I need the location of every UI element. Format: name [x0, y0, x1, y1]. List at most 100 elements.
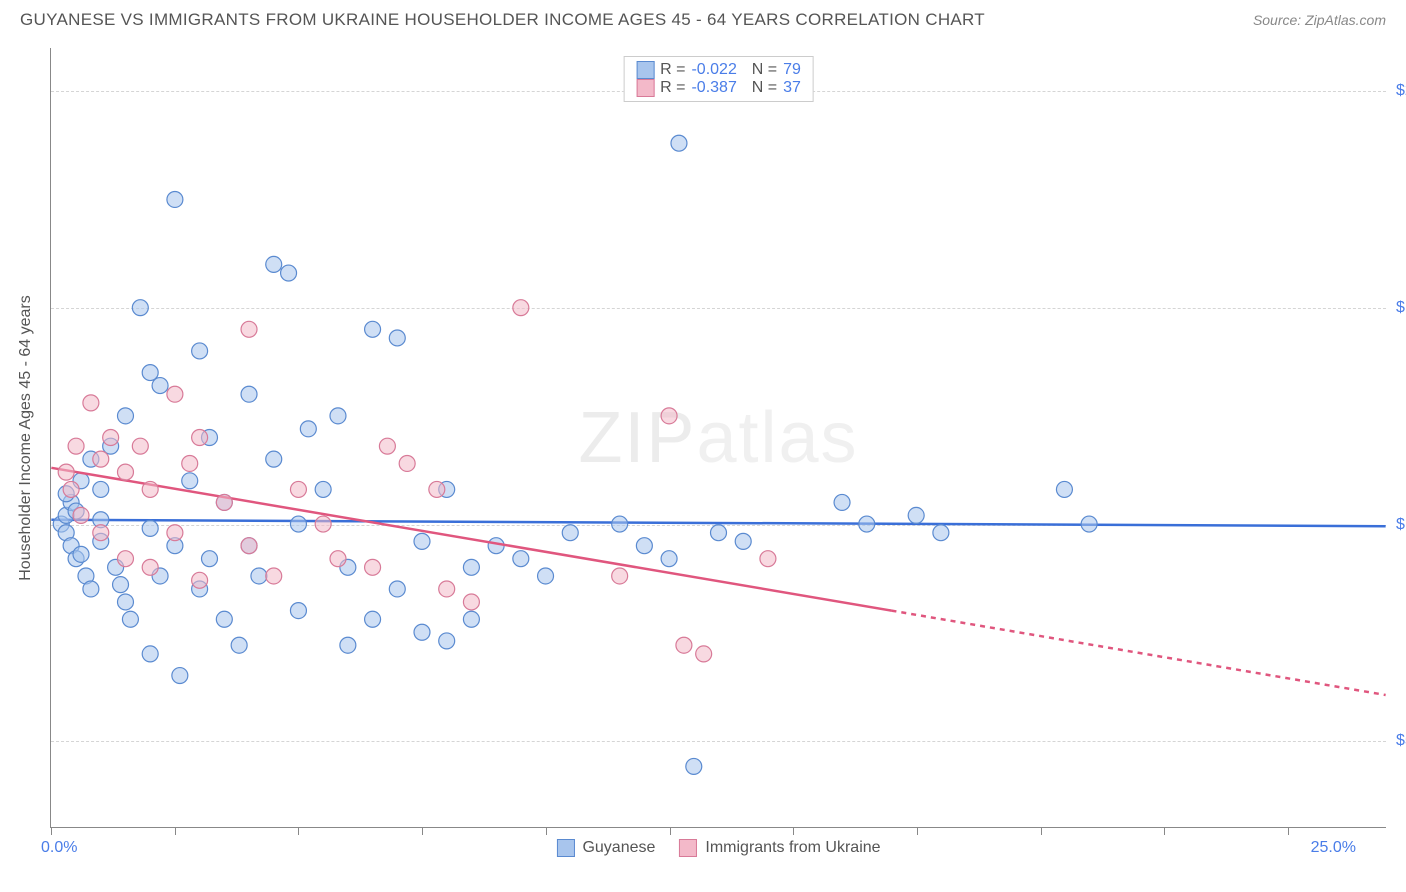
scatter-point [103, 430, 119, 446]
scatter-point [429, 481, 445, 497]
scatter-point [562, 525, 578, 541]
scatter-point [1056, 481, 1072, 497]
legend-series-label: Guyanese [582, 839, 655, 857]
xaxis-label-left: 0.0% [41, 839, 77, 857]
scatter-point [414, 533, 430, 549]
scatter-point [216, 611, 232, 627]
scatter-plot-svg [51, 48, 1386, 827]
legend-series-item: Guyanese [556, 839, 655, 857]
xaxis-tick [175, 827, 176, 835]
scatter-point [117, 464, 133, 480]
legend-r-value: -0.022 [691, 61, 736, 79]
scatter-point [538, 568, 554, 584]
scatter-point [612, 568, 628, 584]
scatter-point [113, 577, 129, 593]
scatter-point [365, 611, 381, 627]
scatter-point [463, 559, 479, 575]
yaxis-tick-label: $50,000 [1396, 732, 1406, 750]
scatter-point [142, 559, 158, 575]
scatter-point [735, 533, 751, 549]
scatter-point [167, 525, 183, 541]
legend-correlation: R = -0.022 N = 79R = -0.387 N = 37 [623, 56, 814, 102]
scatter-point [463, 611, 479, 627]
scatter-point [93, 451, 109, 467]
xaxis-tick [1288, 827, 1289, 835]
scatter-point [167, 191, 183, 207]
scatter-point [142, 520, 158, 536]
xaxis-tick [793, 827, 794, 835]
scatter-point [231, 637, 247, 653]
legend-r-label: R = [660, 61, 685, 79]
legend-r-value: -0.387 [691, 79, 736, 97]
scatter-point [933, 525, 949, 541]
yaxis-tick-label: $100,000 [1396, 516, 1406, 534]
scatter-point [73, 546, 89, 562]
scatter-point [686, 758, 702, 774]
scatter-point [671, 135, 687, 151]
xaxis-tick [298, 827, 299, 835]
xaxis-tick [917, 827, 918, 835]
chart-source: Source: ZipAtlas.com [1253, 12, 1386, 28]
scatter-point [636, 538, 652, 554]
trend-line-extrapolated [891, 611, 1385, 695]
chart-header: GUYANESE VS IMMIGRANTS FROM UKRAINE HOUS… [0, 0, 1406, 40]
scatter-point [63, 481, 79, 497]
scatter-point [142, 646, 158, 662]
scatter-point [834, 494, 850, 510]
scatter-point [389, 330, 405, 346]
scatter-point [132, 300, 148, 316]
scatter-point [167, 386, 183, 402]
scatter-point [117, 408, 133, 424]
scatter-point [513, 551, 529, 567]
scatter-point [68, 438, 84, 454]
scatter-point [389, 581, 405, 597]
scatter-point [122, 611, 138, 627]
scatter-point [172, 668, 188, 684]
xaxis-tick [1041, 827, 1042, 835]
xaxis-label-right: 25.0% [1311, 839, 1356, 857]
scatter-point [315, 481, 331, 497]
scatter-point [182, 455, 198, 471]
scatter-point [93, 525, 109, 541]
legend-n-value: 37 [783, 79, 801, 97]
yaxis-tick-label: $150,000 [1396, 299, 1406, 317]
scatter-point [117, 594, 133, 610]
scatter-point [661, 408, 677, 424]
scatter-point [711, 525, 727, 541]
scatter-point [513, 300, 529, 316]
scatter-point [439, 633, 455, 649]
scatter-point [696, 646, 712, 662]
scatter-point [93, 481, 109, 497]
scatter-point [1081, 516, 1097, 532]
scatter-point [859, 516, 875, 532]
scatter-point [676, 637, 692, 653]
scatter-point [365, 559, 381, 575]
scatter-point [241, 538, 257, 554]
scatter-point [290, 603, 306, 619]
legend-swatch [636, 61, 654, 79]
scatter-point [83, 581, 99, 597]
scatter-point [132, 438, 148, 454]
legend-series-label: Immigrants from Ukraine [705, 839, 880, 857]
legend-n-label: N = [743, 61, 777, 79]
scatter-point [379, 438, 395, 454]
scatter-point [192, 430, 208, 446]
chart-plot-area: ZIPatlas Householder Income Ages 45 - 64… [50, 48, 1386, 828]
xaxis-tick [51, 827, 52, 835]
scatter-point [612, 516, 628, 532]
yaxis-label: Householder Income Ages 45 - 64 years [17, 295, 35, 581]
legend-series: Guyanese Immigrants from Ukraine [556, 839, 880, 857]
xaxis-tick [422, 827, 423, 835]
chart-title: GUYANESE VS IMMIGRANTS FROM UKRAINE HOUS… [20, 10, 985, 30]
scatter-point [182, 473, 198, 489]
legend-correlation-row: R = -0.022 N = 79 [636, 61, 801, 79]
xaxis-tick [546, 827, 547, 835]
scatter-point [300, 421, 316, 437]
scatter-point [365, 321, 381, 337]
scatter-point [463, 594, 479, 610]
legend-series-item: Immigrants from Ukraine [679, 839, 880, 857]
scatter-point [117, 551, 133, 567]
scatter-point [142, 481, 158, 497]
scatter-point [661, 551, 677, 567]
scatter-point [330, 408, 346, 424]
